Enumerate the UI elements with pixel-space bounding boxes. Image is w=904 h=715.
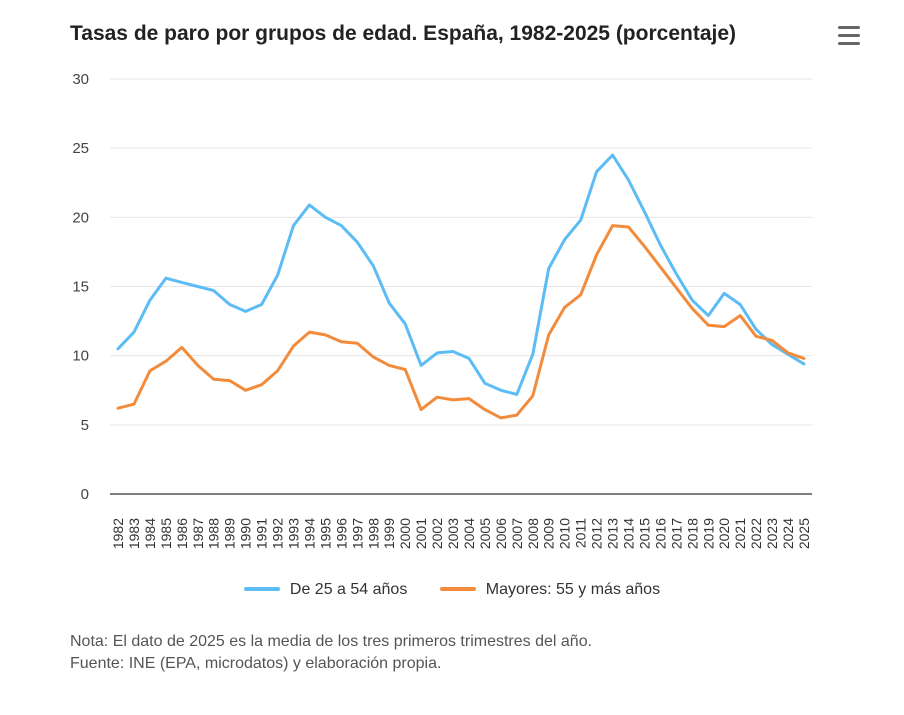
x-tick-label: 2023 [764, 518, 780, 549]
series-line-1[interactable] [116, 153, 806, 396]
x-tick-label: 1993 [285, 518, 301, 549]
x-tick-label: 2000 [397, 518, 413, 549]
x-tick-label: 1994 [301, 518, 317, 549]
x-tick-label: 2012 [589, 518, 605, 549]
x-tick-label: 1989 [222, 518, 238, 549]
legend-item-series-1[interactable]: De 25 a 54 años [243, 581, 408, 599]
x-tick-label: 2008 [525, 518, 541, 549]
x-tick-label: 1982 [110, 518, 126, 549]
x-tick-label: 2009 [541, 518, 557, 549]
x-tick-label: 2005 [477, 518, 493, 549]
source-text: Fuente: INE (EPA, microdatos) y elaborac… [70, 655, 442, 672]
x-tick-label: 2024 [780, 518, 796, 549]
x-tick-label: 1999 [381, 518, 397, 549]
legend-label-series-2: Mayores: 55 y más años [485, 581, 661, 598]
gridlines [110, 78, 812, 495]
x-tick-label: 2022 [748, 518, 764, 549]
series-line-2[interactable] [116, 224, 806, 420]
x-tick-label: 1998 [365, 518, 381, 549]
y-tick-label: 30 [72, 71, 89, 88]
y-tick-label: 10 [72, 348, 89, 365]
note-text: Nota: El dato de 2025 es la media de los… [70, 633, 593, 650]
y-tick-label: 5 [81, 417, 89, 434]
series-lines [116, 153, 806, 420]
x-tick-label: 2016 [652, 518, 668, 549]
menu-bar [838, 34, 860, 37]
menu-bar [838, 26, 860, 29]
y-axis-ticks: 0 5 10 15 20 25 30 [72, 71, 89, 503]
x-tick-label: 2020 [716, 518, 732, 549]
legend-item-series-2[interactable]: Mayores: 55 y más años [439, 581, 661, 599]
x-tick-label: 1984 [142, 518, 158, 549]
chart-title: Tasas de paro por grupos de edad. España… [70, 22, 737, 45]
x-tick-label: 2007 [509, 518, 525, 549]
y-tick-label: 25 [72, 140, 89, 157]
x-tick-label: 1995 [317, 518, 333, 549]
menu-bar [838, 42, 860, 45]
x-tick-label: 2018 [684, 518, 700, 549]
x-tick-label: 1986 [174, 518, 190, 549]
x-tick-label: 2019 [700, 518, 716, 549]
x-tick-label: 2017 [668, 518, 684, 549]
x-tick-label: 2001 [413, 518, 429, 549]
x-tick-label: 2003 [445, 518, 461, 549]
y-tick-label: 15 [72, 279, 89, 296]
x-tick-label: 1992 [270, 518, 286, 549]
hamburger-menu-icon[interactable] [838, 26, 860, 46]
x-tick-label: 1991 [254, 518, 270, 549]
x-tick-label: 1997 [349, 518, 365, 549]
x-tick-label: 1996 [333, 518, 349, 549]
chart-notes: Nota: El dato de 2025 es la media de los… [70, 631, 592, 675]
legend-swatch-series-2 [439, 586, 476, 591]
x-tick-label: 1983 [126, 518, 142, 549]
x-tick-label: 1988 [206, 518, 222, 549]
x-tick-label: 2011 [573, 518, 589, 548]
x-tick-label: 2002 [429, 518, 445, 549]
legend-label-series-1: De 25 a 54 años [289, 581, 408, 598]
x-tick-label: 2010 [557, 518, 573, 549]
x-tick-label: 2025 [796, 518, 812, 549]
x-tick-label: 2021 [732, 518, 748, 549]
x-tick-label: 2015 [636, 518, 652, 549]
y-tick-label: 20 [72, 209, 89, 226]
legend: De 25 a 54 años Mayores: 55 y más años [0, 581, 904, 599]
legend-swatch-series-1 [243, 586, 280, 591]
x-tick-label: 1987 [190, 518, 206, 549]
x-axis-ticks: 1982 1983 1984 1985 1986 1987 1988 1989 1990 1991… [110, 518, 812, 549]
x-tick-label: 1985 [158, 518, 174, 549]
x-tick-label: 2013 [605, 518, 621, 549]
x-tick-label: 2006 [493, 518, 509, 549]
y-tick-label: 0 [81, 486, 89, 503]
x-tick-label: 2004 [461, 518, 477, 549]
x-tick-label: 2014 [621, 518, 637, 549]
x-tick-label: 1990 [238, 518, 254, 549]
